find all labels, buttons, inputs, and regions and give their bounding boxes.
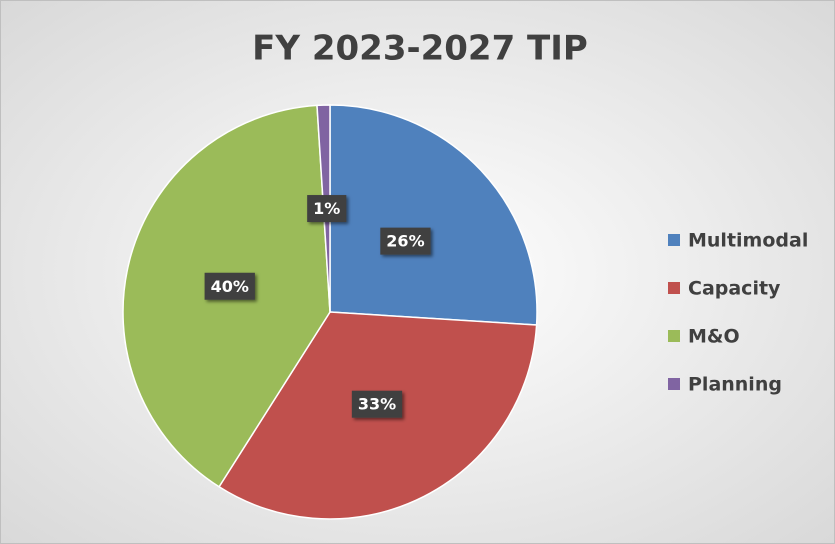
data-label-box <box>307 195 347 223</box>
data-label-text: 26% <box>386 232 424 251</box>
legend-label: Capacity <box>688 278 781 300</box>
legend-label: M&O <box>688 326 740 348</box>
legend-swatch <box>668 378 680 390</box>
legend-swatch <box>668 330 680 342</box>
legend-swatch <box>668 234 680 246</box>
data-label-box <box>380 227 431 255</box>
legend-label: Planning <box>688 374 782 396</box>
data-label-text: 33% <box>358 395 396 414</box>
data-label: 1% <box>307 195 347 223</box>
data-label: 26% <box>380 227 431 255</box>
data-label-text: 40% <box>211 277 249 296</box>
pie-slice <box>329 104 538 326</box>
data-label: 40% <box>204 272 255 300</box>
chart-title: FY 2023-2027 TIP <box>252 29 588 69</box>
data-label: 33% <box>351 390 403 418</box>
data-label-text: 1% <box>313 199 340 218</box>
data-label-box <box>351 390 403 418</box>
data-label-box <box>204 272 255 300</box>
legend-label: Multimodal <box>688 230 808 252</box>
legend-swatch <box>668 282 680 294</box>
